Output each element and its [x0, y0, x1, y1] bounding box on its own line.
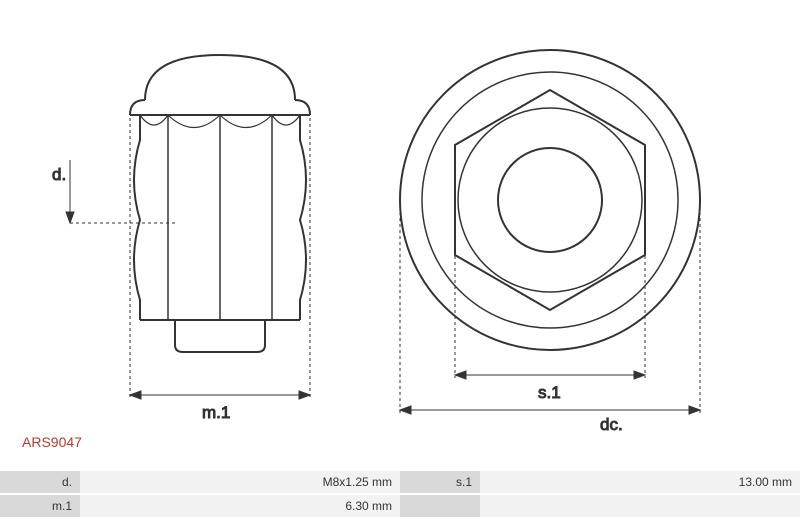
table-row: d. M8x1.25 mm s.1 13.00 mm — [0, 471, 800, 494]
spec-table-container: d. M8x1.25 mm s.1 13.00 mm m.1 6.30 mm — [0, 471, 800, 519]
dim-m1-label: m.1 — [202, 403, 230, 422]
spec-value — [480, 494, 800, 518]
dim-d: d. — [52, 160, 175, 223]
part-number: ARS9047 — [22, 434, 82, 450]
table-row: m.1 6.30 mm — [0, 494, 800, 518]
spec-label — [400, 494, 480, 518]
spec-value: 13.00 mm — [480, 471, 800, 494]
spec-table: d. M8x1.25 mm s.1 13.00 mm m.1 6.30 mm — [0, 471, 800, 519]
top-view — [400, 50, 700, 350]
dim-d-label: d. — [52, 165, 66, 184]
spec-label: m.1 — [0, 494, 80, 518]
side-view — [130, 55, 310, 352]
technical-drawing-canvas: d. m.1 s.1 dc. ARS — [0, 0, 800, 430]
spec-label: s.1 — [400, 471, 480, 494]
dim-dc-label: dc. — [600, 415, 623, 434]
dim-s1-label: s.1 — [538, 383, 561, 402]
spec-value: 6.30 mm — [80, 494, 400, 518]
drawing-svg: d. m.1 s.1 dc. — [0, 0, 800, 440]
spec-value: M8x1.25 mm — [80, 471, 400, 494]
dim-s1: s.1 — [455, 250, 645, 402]
spec-label: d. — [0, 471, 80, 494]
